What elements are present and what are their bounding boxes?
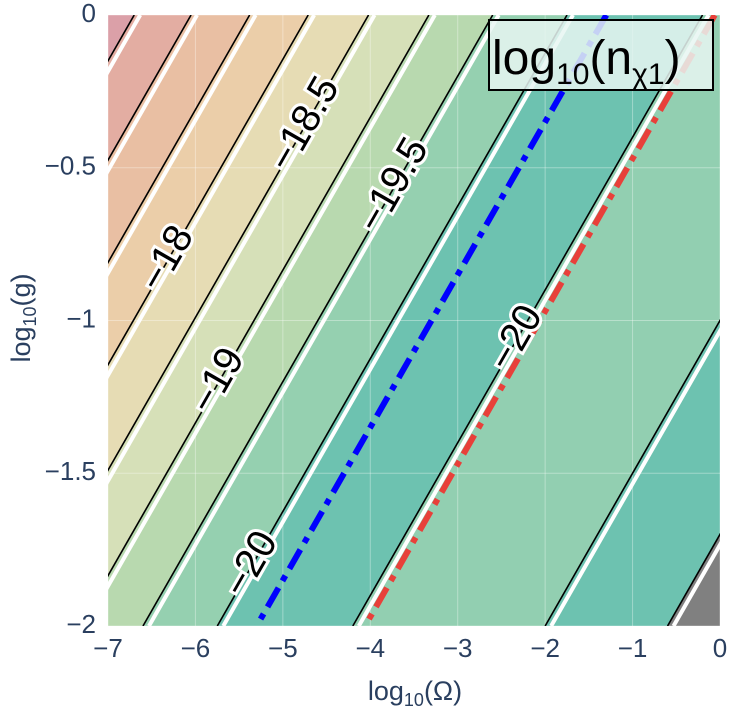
y-tick-label: 0	[82, 0, 96, 28]
dashdot-line	[362, 15, 718, 626]
y-tick-label: −2	[66, 609, 96, 639]
axes: −7 −6 −5 −4 −3 −2 −1 0 0 −0.5 −1 −1.5 −2	[45, 0, 728, 663]
title-sub: χ1	[632, 58, 664, 91]
contour-line	[544, 318, 720, 626]
contour-edge	[108, 15, 437, 591]
dashdot-line	[254, 15, 609, 626]
contour-line	[108, 15, 370, 472]
contour-edge	[221, 15, 575, 626]
x-tick-label: −6	[181, 633, 211, 663]
contour-band	[217, 15, 703, 626]
contour-edge	[549, 326, 720, 626]
y-tick-label: −0.5	[45, 151, 96, 181]
label-sub: 10	[404, 690, 424, 710]
x-tick-label: −2	[530, 633, 560, 663]
contour-line	[108, 15, 309, 367]
label-part: (Ω)	[424, 676, 462, 706]
contour-line	[108, 15, 192, 162]
y-tick-label: −1.5	[45, 456, 96, 486]
contour-edge	[357, 15, 711, 626]
x-tick-label: 0	[713, 633, 727, 663]
contour-edge	[108, 15, 377, 485]
title-part: (n	[589, 32, 632, 85]
contour-line	[216, 15, 568, 626]
label-part: (g)	[6, 273, 36, 306]
label-part: log	[6, 327, 36, 363]
label-part: log	[368, 676, 404, 706]
contour-line	[142, 15, 494, 626]
contour-line	[352, 15, 704, 626]
contour-edge	[108, 15, 258, 277]
x-tick-label: −1	[618, 633, 648, 663]
contour-edge	[147, 15, 501, 626]
plot-area: −18−18.5−19−19.5−20−20	[108, 15, 720, 626]
label-sub: 10	[20, 306, 40, 326]
x-tick-label: −3	[443, 633, 473, 663]
y-axis-title: log10(g)	[6, 273, 40, 362]
contour-line	[108, 15, 430, 578]
x-axis-title: log10(Ω)	[368, 676, 462, 710]
contour-line	[108, 15, 251, 265]
title-part: log	[492, 32, 556, 85]
title-box	[488, 19, 714, 91]
x-tick-label: −7	[93, 633, 123, 663]
title-sub: 10	[556, 58, 589, 91]
contour-edge	[108, 15, 316, 380]
y-tick-label: −1	[66, 303, 96, 333]
chart-title: log10(nχ1)	[492, 32, 681, 91]
contour-edge	[108, 15, 199, 175]
x-tick-label: −4	[355, 633, 385, 663]
contour-band	[108, 15, 493, 626]
title-part: )	[665, 32, 681, 85]
x-tick-label: −5	[268, 633, 298, 663]
contour-band	[142, 15, 567, 626]
